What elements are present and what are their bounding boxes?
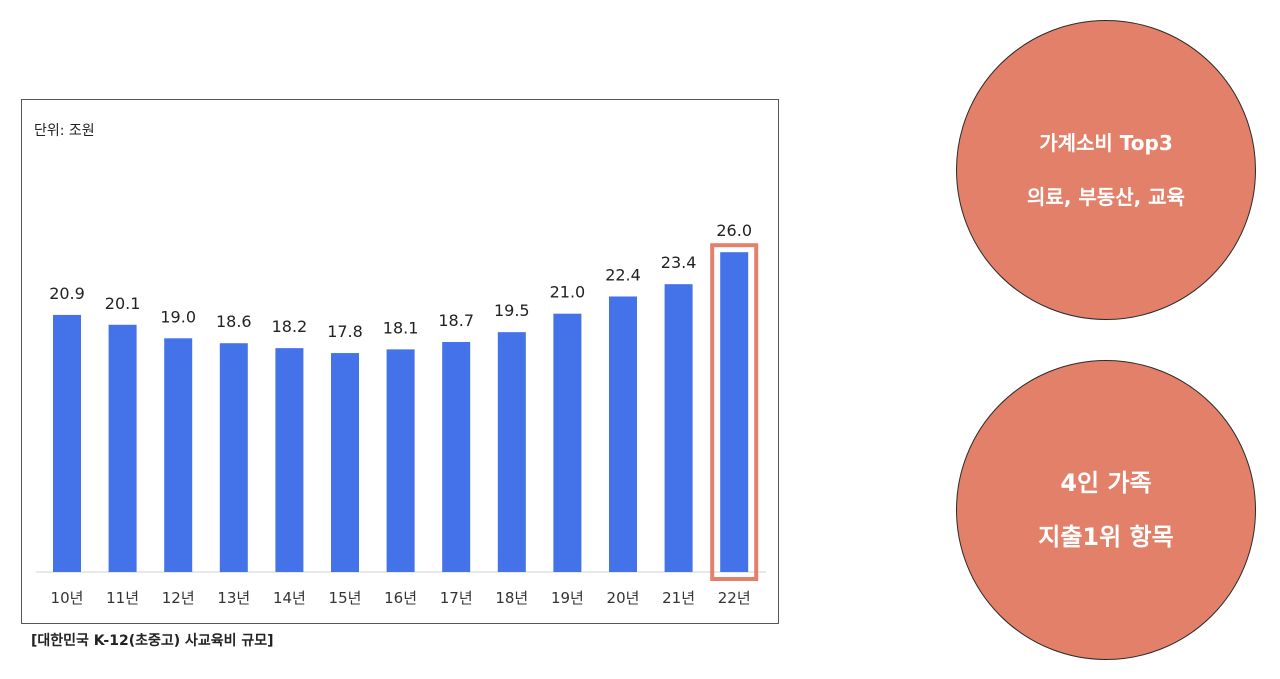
bar [442, 341, 471, 572]
data-label: 20.1 [105, 294, 141, 313]
x-tick-label: 21년 [662, 589, 695, 607]
x-tick-label: 15년 [329, 589, 362, 607]
x-tick-label: 13년 [217, 589, 250, 607]
bubble-title: 가계소비 Top3 [1039, 131, 1173, 155]
x-tick-label: 18년 [495, 589, 528, 607]
x-tick-label: 11년 [106, 589, 139, 607]
chart-frame: 단위: 조원 20.9 10년 20.1 11년 19.0 12년 18.6 13년 18.2 1… [21, 99, 779, 624]
data-label: 18.6 [216, 312, 252, 331]
data-label: 26.0 [716, 221, 752, 240]
bubble-subtitle: 의료, 부동산, 교육 [1027, 185, 1185, 209]
data-label: 19.0 [160, 307, 196, 326]
chart-caption: [대한민국 K-12(초중고) 사교육비 규모] [31, 633, 274, 649]
x-tick-label: 10년 [51, 589, 84, 607]
data-label: 20.9 [49, 284, 85, 303]
highlight-box [710, 243, 759, 581]
bar [497, 332, 526, 572]
bubble-subtitle: 지출1위 항목 [1038, 523, 1174, 551]
bar [664, 284, 693, 572]
x-tick-label: 14년 [273, 589, 306, 607]
data-label: 23.4 [661, 253, 697, 272]
data-label: 18.7 [438, 311, 474, 330]
bar [553, 313, 582, 572]
data-label: 19.5 [494, 301, 530, 320]
bar-chart: 20.9 10년 20.1 11년 19.0 12년 18.6 13년 18.2 14년 17.8 1… [36, 221, 766, 607]
x-tick-label: 20년 [607, 589, 640, 607]
data-label: 17.8 [327, 322, 363, 341]
bar [219, 343, 248, 572]
bar [53, 314, 81, 572]
x-tick-label: 12년 [162, 589, 195, 607]
bar [720, 252, 749, 572]
bar [609, 296, 637, 572]
bar [386, 349, 415, 572]
data-label: 22.4 [605, 265, 641, 284]
bubble-household-top3: 가계소비 Top3 의료, 부동산, 교육 [956, 20, 1256, 320]
unit-label: 단위: 조원 [34, 123, 95, 139]
x-tick-label: 17년 [440, 589, 473, 607]
data-label: 21.0 [550, 283, 586, 302]
data-label: 18.1 [383, 318, 419, 337]
x-tick-label: 19년 [551, 589, 584, 607]
x-tick-label: 16년 [384, 589, 417, 607]
data-label: 18.2 [272, 317, 308, 336]
bubble-title: 4인 가족 [1060, 469, 1152, 497]
bar [275, 348, 304, 572]
bar [164, 338, 193, 572]
bubble-family-spending: 4인 가족 지출1위 항목 [956, 360, 1256, 660]
bar [108, 324, 137, 572]
bar [331, 353, 359, 572]
x-tick-label: 22년 [718, 589, 751, 607]
